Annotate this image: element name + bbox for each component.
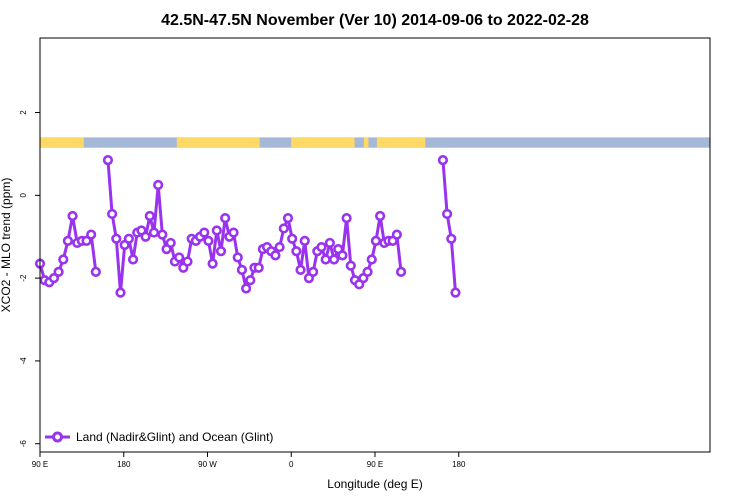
data-point (232, 252, 243, 263)
data-point (140, 231, 151, 242)
data-point (203, 235, 214, 246)
data-point (299, 235, 310, 246)
data-point (48, 273, 60, 284)
y-axis: 2 0 -2 -4 -6 (19, 110, 40, 448)
data-point (316, 241, 327, 253)
land-band (376, 137, 426, 148)
series-line (441, 160, 457, 293)
data-point (395, 266, 407, 278)
data-point (324, 237, 335, 249)
data-point (274, 241, 285, 253)
land-band (40, 137, 84, 148)
data-point (341, 212, 352, 224)
data-point (442, 208, 453, 220)
data-point (375, 210, 386, 222)
x-axis-label: Longitude (deg E) (327, 477, 422, 491)
data-point (337, 250, 348, 261)
data-point (111, 233, 122, 244)
y-tick-label: -2 (19, 274, 28, 282)
legend-marker (52, 431, 63, 443)
data-point (153, 179, 164, 191)
data-point (362, 266, 373, 278)
data-point (245, 275, 256, 286)
legend-label: Land (Nadir&Glint) and Ocean (Glint) (76, 430, 273, 444)
data-point (291, 246, 302, 257)
x-tick-label: 180 (117, 460, 131, 469)
data-point (53, 266, 64, 278)
data-point (320, 254, 331, 265)
data-point (450, 287, 461, 298)
data-point (437, 155, 449, 166)
series-layer (34, 155, 461, 298)
data-point (62, 235, 74, 246)
y-tick-label: 2 (19, 110, 28, 115)
data-point (228, 227, 239, 238)
x-tick-label: 90 E (32, 460, 48, 469)
chart-title: 42.5N-47.5N November (Ver 10) 2014-09-06… (161, 12, 589, 29)
data-point (270, 250, 281, 261)
data-point (220, 212, 231, 224)
data-point (391, 229, 402, 240)
data-point (308, 266, 319, 278)
land-band (363, 137, 369, 148)
data-point (90, 266, 101, 278)
data-point (345, 260, 356, 271)
data-point (328, 254, 340, 265)
data-point (215, 246, 227, 257)
data-point (236, 264, 248, 275)
y-tick-label: 0 (19, 193, 28, 198)
x-tick-label: 90 E (367, 460, 383, 469)
x-tick-label: 90 W (198, 460, 217, 469)
data-point (446, 233, 457, 244)
data-point (174, 252, 185, 263)
data-point (127, 254, 139, 265)
x-tick-label: 0 (289, 460, 294, 469)
data-point (278, 223, 289, 234)
y-axis-label: XCO2 - MLO trend (ppm) (0, 178, 13, 313)
data-point (295, 264, 306, 275)
data-point (67, 210, 78, 222)
legend: Land (Nadir&Glint) and Ocean (Glint) (45, 430, 273, 444)
data-point (287, 233, 298, 244)
data-point (148, 227, 160, 238)
data-point (370, 235, 382, 246)
data-point (366, 254, 377, 265)
data-point (253, 262, 264, 273)
land-band (291, 137, 355, 148)
data-point (81, 235, 92, 246)
data-point (182, 256, 193, 267)
data-point (58, 254, 69, 265)
land-band (176, 137, 260, 148)
data-point (207, 258, 218, 269)
data-point (102, 155, 114, 166)
data-point (123, 233, 134, 244)
data-point (115, 287, 126, 298)
land-ocean-strip (40, 137, 710, 148)
y-tick-label: -6 (19, 440, 28, 448)
ocean-band (40, 137, 710, 148)
data-point (86, 229, 97, 240)
data-point (241, 283, 252, 294)
data-point (211, 225, 222, 236)
x-tick-label: 180 (452, 460, 466, 469)
data-point (165, 237, 176, 249)
data-point (282, 212, 294, 224)
y-tick-label: -4 (19, 357, 28, 365)
x-axis: 90 E 180 90 W 0 90 E 180 (32, 452, 466, 469)
data-point (144, 210, 155, 222)
data-point (199, 227, 210, 238)
data-point (157, 229, 168, 240)
data-point (107, 208, 118, 220)
